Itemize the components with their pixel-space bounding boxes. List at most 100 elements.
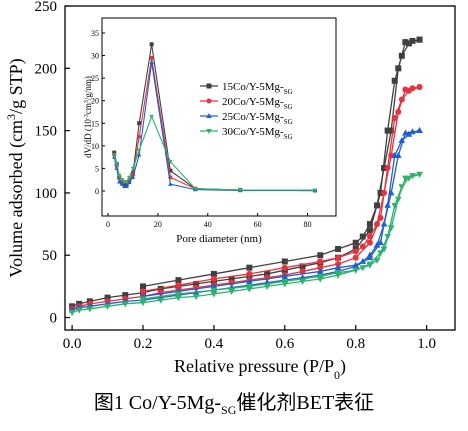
- data-point: [387, 189, 395, 196]
- inset-y-tick-label: 15: [91, 119, 99, 128]
- data-point: [359, 265, 367, 272]
- inset-data-point: [112, 150, 117, 155]
- data-point: [228, 288, 235, 295]
- data-point: [75, 307, 83, 314]
- data-point: [175, 282, 182, 289]
- pore-distribution-inset: 0 20 40 60 80 0 5 10 15 20 25 30 35 Pore diameter (nm…: [83, 17, 337, 245]
- data-point: [416, 84, 423, 90]
- inset-data-point: [124, 180, 129, 185]
- legend-label: 25Co/Y-5Mg-SG: [222, 111, 293, 126]
- data-point: [352, 239, 359, 246]
- data-point: [86, 306, 94, 313]
- data-point: [193, 280, 200, 287]
- data-point: [122, 292, 129, 299]
- y-tick-label: 150: [35, 124, 58, 140]
- data-point: [395, 65, 402, 72]
- data-point: [373, 257, 381, 264]
- data-point: [359, 243, 366, 250]
- data-point: [157, 297, 165, 304]
- inset-data-point: [237, 188, 243, 193]
- data-point: [387, 225, 395, 232]
- x-tick-label: 0.0: [63, 336, 82, 352]
- data-point: [380, 220, 388, 227]
- data-point: [281, 258, 288, 265]
- data-point: [359, 257, 367, 264]
- data-point: [409, 173, 416, 180]
- data-point: [281, 264, 288, 271]
- bet-chart: 0.0 0.2 0.4 0.6 0.8 1.0050100150200250Relativ…: [4, 0, 456, 380]
- data-point: [316, 274, 324, 281]
- data-point: [381, 189, 388, 196]
- legend-label: 15Co/Y-5Mg-SG: [222, 81, 293, 96]
- legend-marker: [206, 129, 212, 134]
- data-point: [381, 165, 388, 171]
- legend-marker: [206, 83, 212, 89]
- inset-y-tick-label: 20: [91, 97, 99, 106]
- data-point: [384, 165, 391, 171]
- inset-data-point: [130, 175, 136, 180]
- data-point: [139, 300, 147, 307]
- inset-data-point: [136, 152, 142, 157]
- data-point: [398, 184, 406, 191]
- data-point: [366, 239, 373, 246]
- y-tick-label: 100: [35, 186, 58, 202]
- data-point: [175, 291, 182, 298]
- legend-marker: [206, 113, 212, 118]
- x-tick-label: 0.6: [275, 336, 294, 352]
- inset-data-point: [124, 184, 129, 189]
- y-axis-label: Volume adsorbed (cm3/g STP): [4, 58, 27, 277]
- series-4: [68, 171, 423, 317]
- plot-frame: [64, 5, 456, 331]
- inset-data-point: [117, 179, 122, 184]
- data-point: [210, 291, 218, 298]
- x-tick-label: 0.8: [346, 336, 365, 352]
- caption-prefix: 图1 Co/Y-5Mg-: [93, 392, 222, 414]
- data-point: [228, 275, 235, 282]
- data-point: [391, 77, 398, 84]
- data-point: [366, 262, 374, 269]
- inset-data-point: [149, 42, 154, 47]
- data-point: [316, 267, 324, 274]
- data-point: [352, 261, 360, 268]
- inset-data-point: [114, 162, 119, 167]
- legend-item: 15Co/Y-5Mg-SG: [200, 81, 293, 96]
- data-point: [402, 129, 409, 136]
- legend-label: 30Co/Y-5Mg-SG: [222, 126, 293, 141]
- inset-data-point: [149, 59, 154, 64]
- data-point: [281, 272, 289, 279]
- legend-item: 30Co/Y-5Mg-SG: [200, 126, 293, 141]
- y-tick-label: 200: [35, 61, 58, 77]
- data-point: [395, 108, 402, 115]
- data-point: [104, 294, 111, 301]
- data-point: [352, 254, 359, 261]
- data-point: [175, 295, 182, 302]
- inset-data-point: [117, 173, 122, 178]
- inset-x-axis-label: Pore diameter (nm): [176, 233, 262, 245]
- inset-data-point: [112, 153, 117, 158]
- data-point: [409, 128, 416, 135]
- inset-y-tick-label: 10: [91, 142, 99, 151]
- data-point: [377, 239, 384, 246]
- data-point: [398, 52, 405, 59]
- data-point: [366, 221, 373, 228]
- legend-marker: [206, 98, 212, 104]
- data-point: [335, 254, 341, 261]
- legend-item: 20Co/Y-5Mg-SG: [200, 96, 293, 111]
- inset-y-axis-label: dV/dD (10-3cm3/g/nm): [83, 76, 93, 158]
- inset-legend: 15Co/Y-5Mg-SG20Co/Y-5Mg-SG25Co/Y-5Mg-SG3…: [200, 81, 293, 141]
- data-point: [405, 40, 412, 47]
- data-point: [366, 251, 374, 258]
- data-point: [394, 151, 402, 158]
- data-point: [175, 277, 182, 284]
- data-point: [359, 233, 366, 240]
- data-point: [366, 233, 373, 240]
- inset-x-tick-label: 80: [304, 220, 312, 229]
- inset-x-tick-label: 40: [204, 220, 212, 229]
- data-point: [192, 293, 200, 300]
- data-point: [398, 96, 405, 103]
- data-point: [210, 275, 217, 282]
- data-point: [416, 127, 423, 134]
- inset-data-point: [119, 178, 124, 183]
- inset-y-tick-label: 0: [95, 187, 99, 196]
- inset-data-point: [127, 179, 132, 184]
